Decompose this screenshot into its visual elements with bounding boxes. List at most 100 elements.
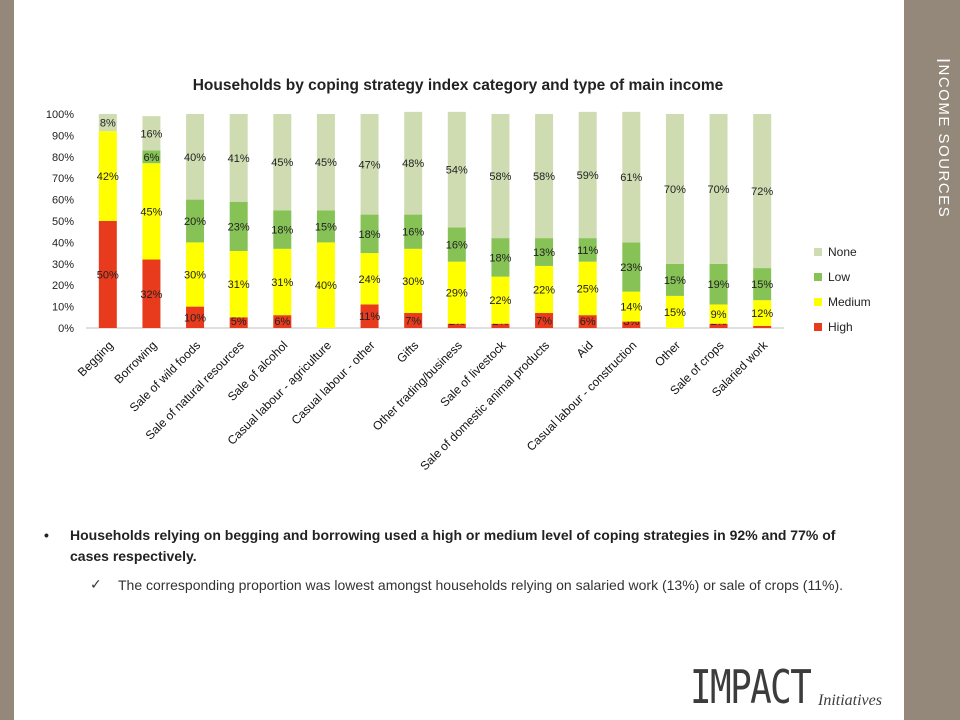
bar-segment-medium xyxy=(665,295,684,328)
data-label: 48% xyxy=(402,158,424,170)
data-label: 31% xyxy=(228,279,250,291)
data-label: 16% xyxy=(140,128,162,140)
legend-label: Medium xyxy=(828,295,871,309)
bar-segment-medium xyxy=(709,304,728,324)
bullet-dot-icon: • xyxy=(44,527,49,543)
bar-segment-none xyxy=(142,116,161,151)
bar-segment-high xyxy=(404,313,423,328)
x-category-label: Casual labour - other xyxy=(289,338,378,427)
x-category-label: Begging xyxy=(75,338,116,379)
bar-segment-low xyxy=(229,201,248,251)
data-label: 70% xyxy=(664,184,686,196)
data-label: 8% xyxy=(100,118,116,130)
legend-swatch-none xyxy=(814,248,822,256)
bar-segment-high xyxy=(753,325,772,328)
bullet-main: • Households relying on begging and borr… xyxy=(44,525,864,567)
legend-swatch-medium xyxy=(814,298,822,306)
bar-segment-high xyxy=(622,321,641,328)
bar-segment-low xyxy=(535,238,554,266)
data-label: 6% xyxy=(580,316,596,328)
legend-swatch-low xyxy=(814,273,822,281)
data-label: 18% xyxy=(271,225,293,237)
bar-segment-high xyxy=(98,221,117,328)
data-label: 29% xyxy=(446,288,468,300)
legend-label: None xyxy=(828,245,857,259)
data-label: 15% xyxy=(664,275,686,287)
chart-title: Households by coping strategy index cate… xyxy=(193,77,724,94)
bar-segment-low xyxy=(753,268,772,301)
bar-segment-low xyxy=(622,242,641,292)
bar-segment-high xyxy=(578,315,597,328)
data-label: 22% xyxy=(533,284,555,296)
data-label: 15% xyxy=(315,221,337,233)
logo-main-text: IMPACT xyxy=(690,660,812,714)
bar-segment-medium xyxy=(316,242,335,328)
data-label: 18% xyxy=(359,229,381,241)
bar-segment-none xyxy=(622,111,641,243)
bar-segment-medium xyxy=(578,261,597,316)
bar-segment-none xyxy=(316,114,335,211)
data-label: 40% xyxy=(315,280,337,292)
data-label: 6% xyxy=(143,152,159,164)
y-tick-label: 60% xyxy=(52,195,74,207)
data-label: 12% xyxy=(751,308,773,320)
data-label: 40% xyxy=(184,152,206,164)
bar-segment-medium xyxy=(622,291,641,322)
bullet-sub: ✓ The corresponding proportion was lowes… xyxy=(44,575,864,596)
checkmark-icon: ✓ xyxy=(90,577,102,593)
data-label: 23% xyxy=(620,262,642,274)
x-category-label: Other xyxy=(652,338,683,369)
data-label: 42% xyxy=(97,171,119,183)
data-label: 41% xyxy=(228,153,250,165)
bullet-sub-text: The corresponding proportion was lowest … xyxy=(118,577,843,593)
x-category-label: Aid xyxy=(574,338,596,360)
data-label: 58% xyxy=(489,171,511,183)
bar-segment-high xyxy=(709,323,728,328)
bar-segment-high xyxy=(447,323,466,328)
y-tick-label: 90% xyxy=(52,130,74,142)
data-label: 54% xyxy=(446,165,468,177)
data-label: 24% xyxy=(359,274,381,286)
data-label: 18% xyxy=(489,252,511,264)
data-label: 23% xyxy=(228,221,250,233)
bar-segment-none xyxy=(98,114,117,132)
y-tick-label: 40% xyxy=(52,237,74,249)
bar-segment-low xyxy=(316,210,335,243)
data-label: 20% xyxy=(184,216,206,228)
bar-segment-none xyxy=(447,111,466,228)
data-label: 45% xyxy=(140,206,162,218)
bar-segment-low xyxy=(404,214,423,249)
bar-segment-low xyxy=(142,150,161,164)
bar-segment-medium xyxy=(142,163,161,260)
bar-segment-none xyxy=(229,114,248,202)
data-label: 61% xyxy=(620,172,642,184)
bar-segment-medium xyxy=(98,131,117,221)
data-label: 16% xyxy=(402,227,424,239)
data-label: 9% xyxy=(711,309,727,321)
bar-segment-high xyxy=(491,323,510,328)
bar-segment-low xyxy=(360,214,379,254)
data-label: 7% xyxy=(536,316,552,328)
bar-segment-medium xyxy=(404,248,423,314)
x-category-label: Gifts xyxy=(394,338,421,365)
data-label: 11% xyxy=(359,311,380,323)
data-label: 32% xyxy=(140,289,162,301)
y-tick-label: 10% xyxy=(52,302,74,314)
bar-segment-low xyxy=(578,238,597,262)
legend-swatch-high xyxy=(814,323,822,331)
bar-segment-high xyxy=(186,306,205,328)
bar-segment-high xyxy=(142,259,161,328)
data-label: 72% xyxy=(751,186,773,198)
stacked-bar-chart: Households by coping strategy index cate… xyxy=(46,77,871,473)
bar-segment-none xyxy=(273,114,292,211)
bar-segment-medium xyxy=(491,276,510,324)
bar-segment-high xyxy=(273,315,292,328)
left-accent-bar xyxy=(0,0,14,720)
bar-segment-low xyxy=(665,263,684,296)
bar-segment-none xyxy=(186,114,205,200)
bar-segment-medium xyxy=(535,265,554,314)
y-tick-label: 0% xyxy=(58,323,74,335)
bar-segment-medium xyxy=(447,261,466,324)
data-label: 70% xyxy=(708,184,730,196)
bar-segment-none xyxy=(535,114,554,239)
